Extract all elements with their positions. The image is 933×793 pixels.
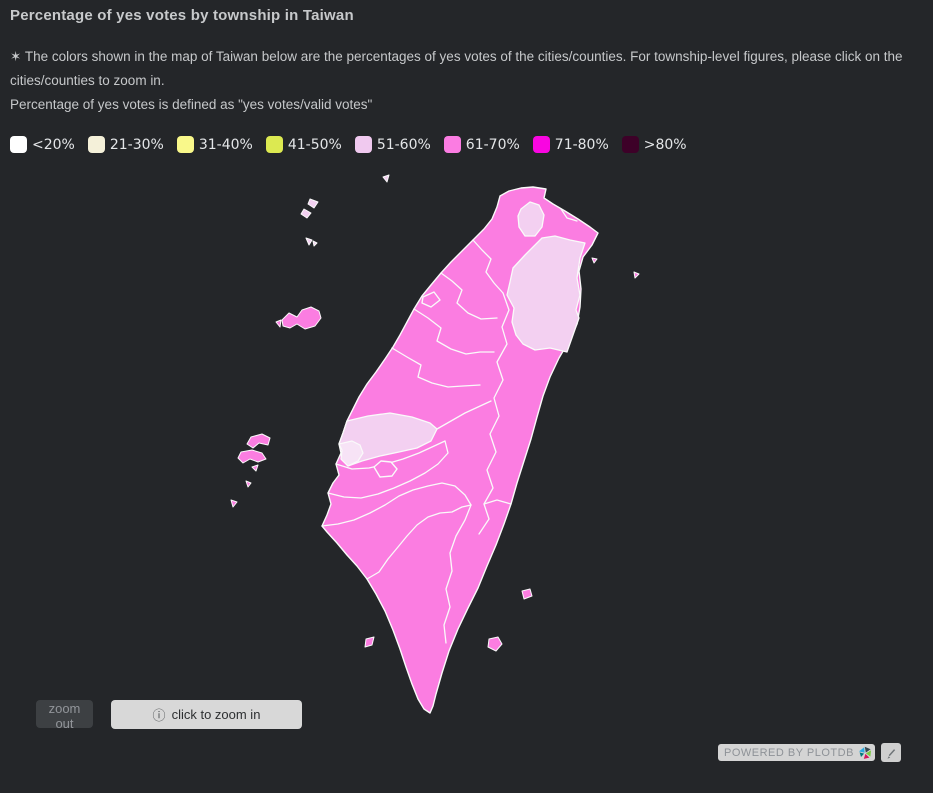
description-line-2: Percentage of yes votes is defined as "y… — [10, 97, 373, 112]
county-region-northeast[interactable] — [506, 235, 586, 353]
island-region[interactable] — [382, 174, 390, 183]
description: ✶ The colors shown in the map of Taiwan … — [10, 45, 918, 117]
legend-swatch — [87, 136, 105, 153]
info-circle-icon: ⓘ — [152, 708, 166, 723]
legend-item-71-80: 71-80% — [532, 136, 609, 153]
legend-label: >80% — [643, 136, 687, 153]
legend-swatch — [265, 136, 283, 153]
island-region[interactable] — [230, 499, 238, 508]
offshore-islands — [230, 174, 640, 652]
island-region[interactable] — [521, 588, 533, 600]
county-border — [321, 482, 472, 527]
island-region[interactable] — [364, 636, 375, 648]
county-region-taipei-enclave[interactable] — [517, 201, 545, 237]
county-border — [440, 272, 498, 320]
legend-label: 71-80% — [554, 136, 609, 153]
county-border — [483, 499, 512, 505]
legend-label: 61-70% — [465, 136, 520, 153]
powered-by-plotdb-badge[interactable]: POWERED BY PLOTDB — [718, 744, 875, 761]
description-line-1: ✶ The colors shown in the map of Taiwan … — [10, 49, 903, 88]
county-border — [366, 504, 472, 580]
island-region[interactable] — [487, 636, 503, 652]
legend-label: 21-30% — [109, 136, 164, 153]
county-border — [391, 347, 481, 388]
legend-label: <20% — [32, 136, 75, 153]
legend-swatch — [10, 136, 27, 153]
legend-item-gt80: >80% — [621, 136, 687, 153]
zoom-out-button[interactable]: zoom out — [36, 700, 93, 731]
island-region[interactable] — [591, 257, 598, 264]
island-region[interactable] — [300, 208, 312, 219]
island-region[interactable] — [245, 480, 252, 488]
legend-swatch — [443, 136, 461, 153]
island-region[interactable] — [305, 237, 313, 246]
island-region[interactable] — [237, 449, 267, 464]
island-region[interactable] — [275, 319, 282, 328]
county-border — [560, 208, 578, 222]
county-border — [443, 504, 472, 644]
legend-item-lt20: <20% — [10, 136, 75, 153]
island-region[interactable] — [251, 464, 259, 472]
powered-by-label: POWERED BY PLOTDB — [724, 746, 854, 759]
legend-swatch — [354, 136, 372, 153]
county-region-city-enclave[interactable] — [373, 460, 398, 478]
legend-label: 51-60% — [376, 136, 431, 153]
legend-item-41-50: 41-50% — [265, 136, 342, 153]
legend-item-21-30: 21-30% — [87, 136, 164, 153]
county-border — [327, 440, 449, 499]
legend-label: 31-40% — [198, 136, 253, 153]
county-border — [472, 239, 504, 294]
page-title: Percentage of yes votes by township in T… — [10, 7, 354, 24]
legend-swatch — [176, 136, 194, 153]
zoom-in-button[interactable]: ⓘ click to zoom in — [111, 700, 302, 729]
legend: <20% 21-30% 31-40% 41-50% 51-60% 61-70% … — [10, 136, 687, 153]
edit-button[interactable] — [881, 743, 901, 762]
zoom-in-label: click to zoom in — [171, 707, 261, 722]
county-borders — [321, 208, 578, 644]
county-border — [335, 440, 446, 470]
island-region[interactable] — [246, 433, 271, 449]
county-border — [478, 292, 510, 535]
island-region[interactable] — [312, 240, 318, 247]
county-region-midwest-coastal[interactable] — [338, 440, 364, 467]
plotdb-logo-icon — [858, 746, 871, 759]
legend-item-51-60: 51-60% — [354, 136, 431, 153]
legend-item-61-70: 61-70% — [443, 136, 520, 153]
pencil-icon — [887, 748, 896, 759]
island-region[interactable] — [307, 198, 319, 209]
county-border — [436, 400, 492, 430]
legend-label: 41-50% — [287, 136, 342, 153]
county-region-city-enclave[interactable] — [421, 291, 441, 308]
island-region[interactable] — [633, 271, 640, 279]
legend-swatch — [621, 136, 639, 153]
county-border — [413, 308, 495, 355]
legend-item-31-40: 31-40% — [176, 136, 253, 153]
legend-swatch — [532, 136, 550, 153]
island-region[interactable] — [281, 306, 322, 330]
